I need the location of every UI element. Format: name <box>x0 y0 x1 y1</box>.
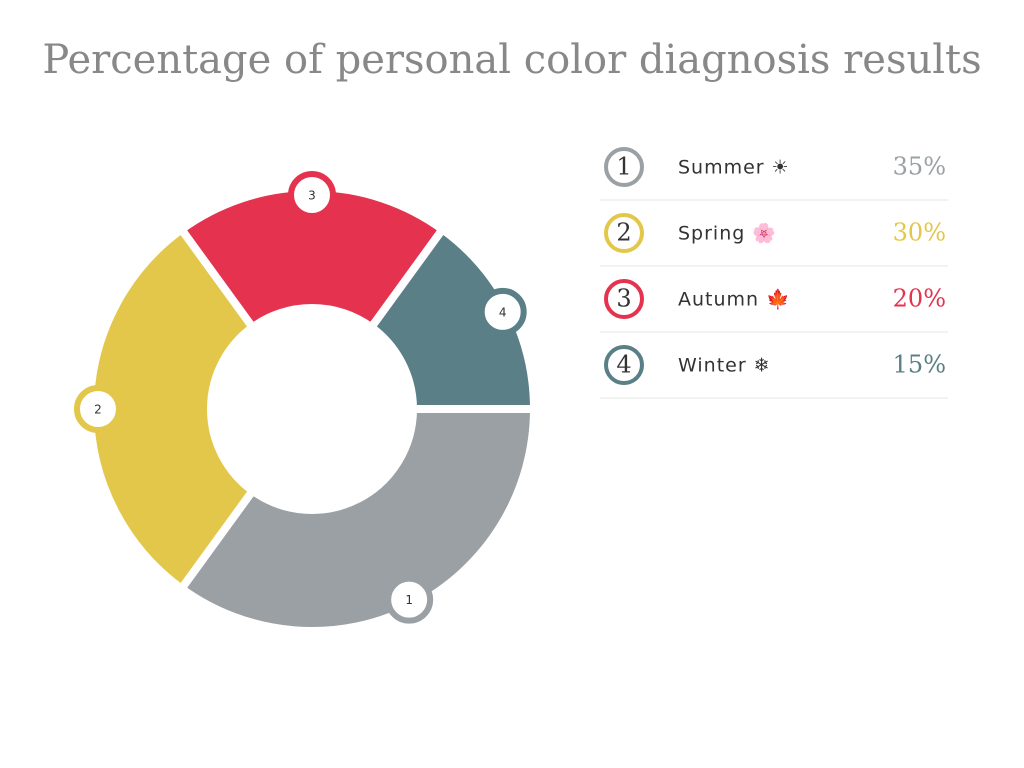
segment-marker <box>74 385 122 433</box>
legend-label: Summer ☀ <box>678 157 790 179</box>
legend-value: 20% <box>893 285 946 313</box>
legend-marker <box>604 279 644 319</box>
segment-marker-number: 1 <box>405 593 413 607</box>
donut-segment <box>175 405 539 635</box>
segment-marker-number: 3 <box>308 189 316 203</box>
legend-marker <box>604 345 644 385</box>
legend-label: Spring 🌸 <box>678 222 777 245</box>
donut-segment <box>365 223 539 413</box>
donut-segment <box>175 183 449 333</box>
legend-number: 2 <box>616 219 631 247</box>
legend-value: 30% <box>893 219 946 247</box>
segment-marker <box>288 171 336 219</box>
legend-number: 4 <box>616 351 631 379</box>
chart-title: Percentage of personal color diagnosis r… <box>42 37 981 83</box>
segment-marker <box>385 575 434 624</box>
legend-number: 1 <box>616 153 631 181</box>
segment-marker <box>478 287 527 336</box>
donut-segment <box>86 223 259 595</box>
legend-label: Winter ❄ <box>678 355 771 377</box>
legend-value: 35% <box>893 153 946 181</box>
segment-marker-number: 2 <box>94 403 102 417</box>
legend-label: Autumn 🍁 <box>678 288 791 311</box>
legend-marker <box>604 213 644 253</box>
legend-number: 3 <box>616 285 631 313</box>
segment-marker-number: 4 <box>499 305 507 319</box>
legend-value: 15% <box>893 351 946 379</box>
legend-marker <box>604 147 644 187</box>
